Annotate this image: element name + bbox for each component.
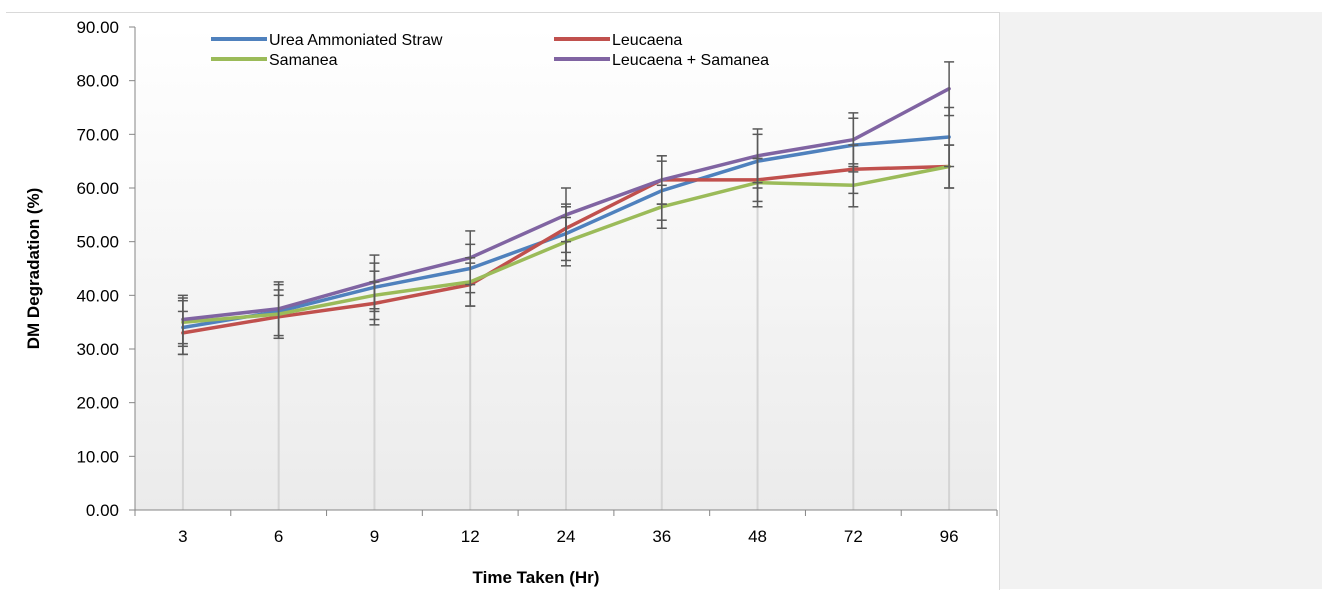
legend-label: Samanea xyxy=(269,52,338,69)
x-tick-label: 9 xyxy=(370,527,379,546)
legend-item: Samanea xyxy=(211,52,338,69)
y-axis-title: DM Degradation (%) xyxy=(24,188,43,350)
error-bar xyxy=(656,155,667,205)
x-tick-label: 96 xyxy=(940,527,959,546)
error-bar xyxy=(273,281,284,337)
y-tick-label: 0.00 xyxy=(86,501,119,520)
error-bars xyxy=(177,61,955,356)
x-tick-label: 12 xyxy=(461,527,480,546)
legend-item: Leucaena + Samanea xyxy=(554,52,769,69)
axes xyxy=(134,27,997,511)
y-tick-label: 10.00 xyxy=(76,447,119,466)
legend-label: Urea Ammoniated Straw xyxy=(269,32,443,49)
x-tick-label: 48 xyxy=(748,527,767,546)
legend-label: Leucaena xyxy=(612,32,682,49)
y-tick-label: 60.00 xyxy=(76,179,119,198)
error-bar xyxy=(944,61,955,117)
line-chart: 0.00 10.00 20.00 30.00 40.00 50.00 60.00 70.00 8… xyxy=(24,18,998,587)
x-tick-label: 3 xyxy=(178,527,187,546)
x-axis-ticks: 3 6 9 12 24 36 48 72 96 xyxy=(134,510,998,546)
y-tick-label: 50.00 xyxy=(76,233,119,252)
legend-label: Leucaena + Samanea xyxy=(612,52,769,69)
side-panel xyxy=(1000,12,1322,589)
x-tick-label: 24 xyxy=(557,527,576,546)
legend-item: Leucaena xyxy=(554,32,682,49)
y-tick-label: 90.00 xyxy=(76,18,119,37)
chart-frame: 0.00 10.00 20.00 30.00 40.00 50.00 60.00 70.00 8… xyxy=(6,12,1000,590)
error-bar xyxy=(944,144,955,189)
x-tick-label: 36 xyxy=(652,527,671,546)
y-tick-label: 40.00 xyxy=(76,286,119,305)
x-axis-title: Time Taken (Hr) xyxy=(473,568,600,587)
error-bar xyxy=(561,187,571,243)
legend-item: Urea Ammoniated Straw xyxy=(211,32,443,49)
y-tick-label: 20.00 xyxy=(76,394,119,413)
y-tick-label: 30.00 xyxy=(76,340,119,359)
x-tick-label: 6 xyxy=(274,527,283,546)
error-bar xyxy=(465,230,476,286)
error-bar xyxy=(177,294,188,345)
error-bar xyxy=(369,254,380,310)
y-tick-label: 70.00 xyxy=(76,125,119,144)
error-bar xyxy=(848,112,859,168)
legend: Urea Ammoniated Straw Leucaena Samanea Leuc… xyxy=(211,32,769,69)
error-bar xyxy=(752,128,763,184)
y-axis-ticks: 0.00 10.00 20.00 30.00 40.00 50.00 60.00 70.00 8… xyxy=(76,18,135,520)
x-tick-label: 72 xyxy=(844,527,863,546)
y-tick-label: 80.00 xyxy=(76,72,119,91)
